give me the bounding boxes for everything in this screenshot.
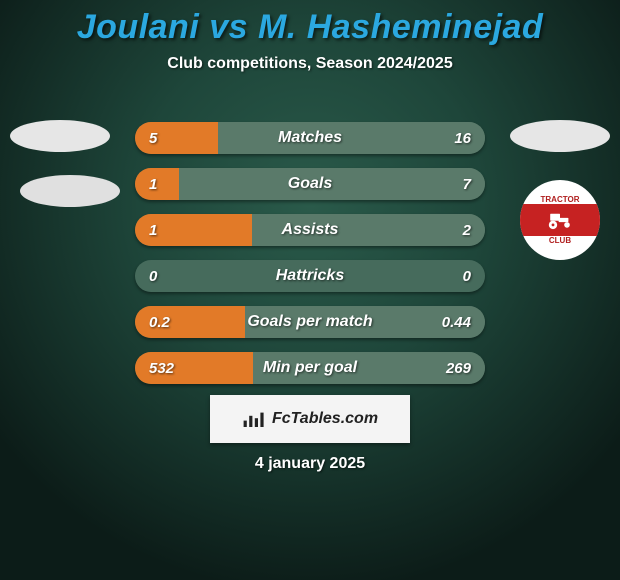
stat-row: 516Matches [135,122,485,154]
date-text: 4 january 2025 [0,455,620,473]
stat-label: Goals [135,168,485,200]
stat-label: Assists [135,214,485,246]
stat-row: 00Hattricks [135,260,485,292]
comparison-card: Joulani vs M. Hasheminejad Club competit… [0,0,620,580]
stat-label: Matches [135,122,485,154]
right-club-badge: TRACTOR CLUB [520,180,600,260]
brand-box: FcTables.com [210,395,410,443]
stat-label: Goals per match [135,306,485,338]
right-player-badge-placeholder [510,120,610,152]
stat-row: 532269Min per goal [135,352,485,384]
stat-row: 12Assists [135,214,485,246]
left-player-badge-placeholder [10,120,110,152]
page-title: Joulani vs M. Hasheminejad [0,0,620,47]
club-badge-top-text: TRACTOR [520,180,600,204]
stat-row: 0.20.44Goals per match [135,306,485,338]
stat-label: Min per goal [135,352,485,384]
page-subtitle: Club competitions, Season 2024/2025 [0,55,620,73]
brand-text: FcTables.com [272,410,378,428]
club-badge-bot-text: CLUB [520,236,600,260]
stat-row: 17Goals [135,168,485,200]
stat-bars: 516Matches 17Goals 12Assists 00Hattricks 0.2… [135,122,485,398]
left-club-badge-placeholder [20,175,120,207]
tractor-icon [520,204,600,236]
chart-icon [242,409,266,429]
stat-label: Hattricks [135,260,485,292]
